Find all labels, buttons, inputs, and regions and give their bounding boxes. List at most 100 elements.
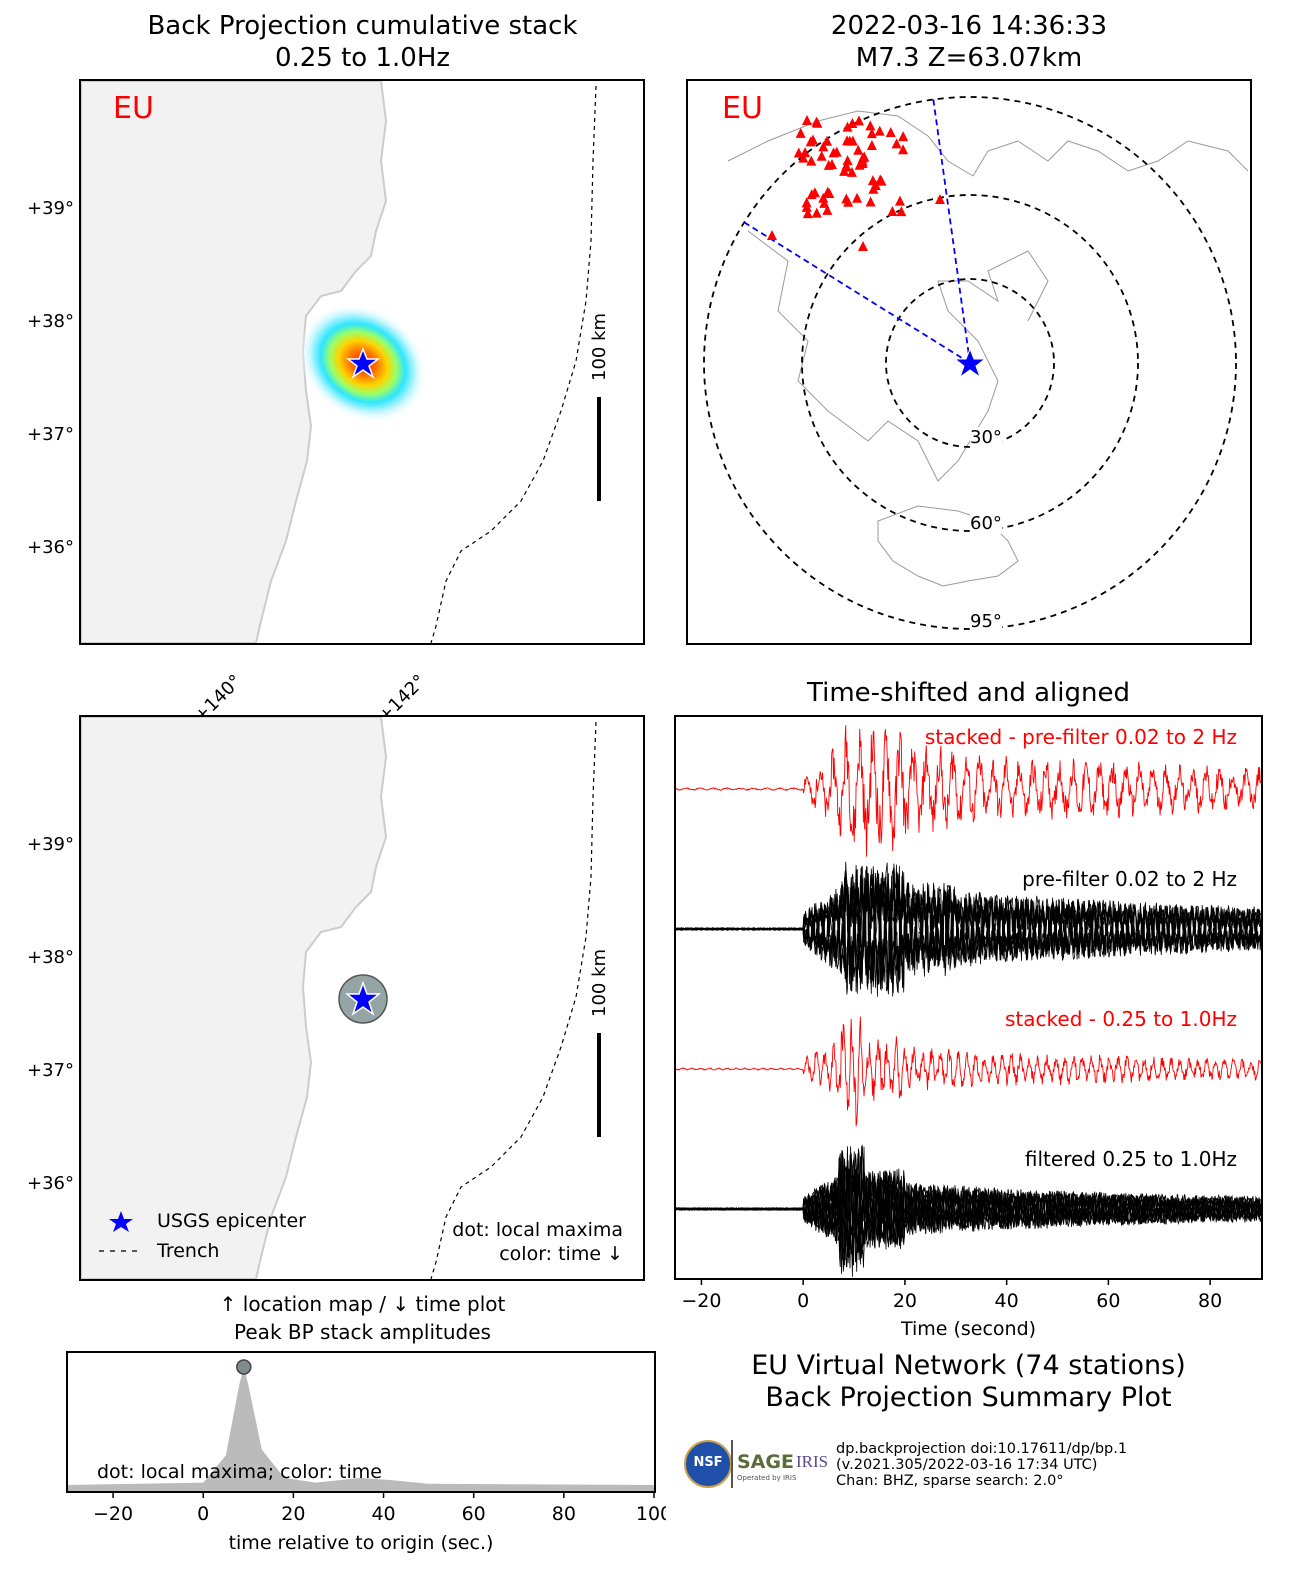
station-triangle-icon: [767, 230, 777, 240]
location-map-note-line1: dot: local maxima: [452, 1219, 623, 1241]
x-tick-label: 100: [636, 1503, 666, 1525]
station-triangle-icon: [811, 207, 822, 218]
nsf-logo: NSF: [684, 1440, 732, 1488]
peak-local-maxima-dot: [236, 1359, 252, 1375]
location-map-panel: 100 km USGS epicenter Trench dot: local …: [79, 715, 645, 1281]
traces-title: Time-shifted and aligned: [807, 678, 1130, 708]
station-triangle-icon: [842, 155, 853, 166]
station-triangle-icon: [798, 152, 809, 163]
legend-star-icon: [109, 1211, 133, 1232]
peak-plot-panel: dot: local maxima; color: time: [66, 1351, 656, 1493]
station-triangle-icon: [828, 147, 839, 158]
peak-plot-xlabel: time relative to origin (sec.): [228, 1532, 494, 1554]
station-triangle-icon: [816, 150, 827, 161]
station-triangle-icon: [866, 128, 877, 139]
trace-label-stacked-filtered: stacked - 0.25 to 1.0Hz: [1005, 1007, 1237, 1031]
station-triangle-icon: [822, 204, 833, 215]
epicenter-star-icon: [953, 347, 987, 379]
station-triangle-icon: [818, 192, 829, 203]
station-triangle-icon: [852, 192, 863, 203]
station-markers: [767, 115, 945, 251]
trace-stacked-filtered: [676, 1016, 1261, 1127]
station-triangle-icon: [875, 174, 886, 185]
trace-label-filtered: filtered 0.25 to 1.0Hz: [1024, 1147, 1237, 1171]
coastline-australia: [877, 505, 1019, 587]
summary-line1: EU Virtual Network (74 stations): [751, 1350, 1186, 1381]
station-triangle-icon: [819, 197, 830, 208]
ring-label-30: 30°: [970, 427, 1002, 448]
station-triangle-icon: [870, 179, 881, 190]
station-triangle-icon: [843, 196, 854, 207]
station-triangle-icon: [844, 135, 855, 146]
trench-line: [430, 721, 597, 1279]
logo-divider: [731, 1440, 733, 1488]
summary-line2: Back Projection Summary Plot: [765, 1382, 1172, 1413]
ring-60: [801, 194, 1139, 532]
ring-label-60: 60°: [970, 513, 1002, 534]
trace-label-stacked-prefilter: stacked - pre-filter 0.02 to 2 Hz: [924, 725, 1237, 749]
peak-plot-note: dot: local maxima; color: time: [97, 1461, 382, 1483]
x-tick-label: 20: [281, 1503, 305, 1525]
x-tick-label: −20: [93, 1503, 133, 1525]
coastline-asia: [747, 230, 1049, 482]
station-triangle-icon: [874, 125, 885, 136]
station-triangle-icon: [806, 189, 817, 200]
nsf-logo-text: NSF: [693, 1455, 723, 1470]
bp-lat-tick: +39°: [27, 198, 74, 219]
station-triangle-icon: [865, 196, 876, 207]
station-triangle-icon: [935, 194, 945, 204]
location-map-caption-line2: Peak BP stack amplitudes: [234, 1320, 491, 1344]
land-honshu: [81, 717, 388, 1279]
footer-line3: Chan: BHZ, sparse search: 2.0°: [836, 1473, 1064, 1489]
station-triangle-icon: [806, 155, 817, 166]
station-triangle-icon: [841, 160, 852, 171]
station-triangle-icon: [865, 120, 876, 131]
bp-map-scale-label: 100 km: [589, 312, 610, 381]
station-map-network-label: EU: [722, 91, 763, 126]
station-triangle-icon: [866, 139, 877, 150]
loc-lat-tick: +39°: [27, 834, 74, 855]
station-triangle-icon: [811, 116, 822, 127]
station-triangle-icon: [847, 117, 858, 128]
station-triangle-icon: [853, 144, 864, 155]
station-triangle-icon: [846, 166, 857, 177]
x-tick-label: 0: [197, 1503, 209, 1525]
logo-operated-by: Operated by IRIS: [737, 1474, 797, 1482]
bp-lat-tick: +37°: [27, 424, 74, 445]
station-map-panel: EU 30° 60° 95°: [686, 79, 1252, 645]
azimuth-line-west: [741, 220, 971, 364]
epicenter-star-icon: [345, 346, 381, 379]
station-map-title-line2: M7.3 Z=63.07km: [855, 43, 1083, 73]
land-honshu: [81, 81, 388, 643]
station-triangle-icon: [802, 208, 813, 219]
station-triangle-icon: [853, 115, 864, 126]
station-triangle-icon: [898, 131, 909, 142]
legend-epicenter-label: USGS epicenter: [157, 1210, 306, 1232]
x-tick-label: −20: [681, 1290, 721, 1312]
station-triangle-icon: [891, 138, 902, 149]
bp-map-network-label: EU: [113, 91, 154, 126]
station-triangle-icon: [842, 121, 853, 132]
station-triangle-icon: [898, 144, 909, 155]
azimuth-line-north: [932, 96, 971, 364]
traces-svg: [676, 725, 1261, 1277]
location-map-caption-line1: ↑ location map / ↓ time plot: [219, 1292, 506, 1316]
trace-filtered: [676, 1145, 1261, 1272]
iris-logo: IRIS: [796, 1452, 829, 1471]
trench-line: [430, 85, 597, 643]
station-triangle-icon: [822, 186, 833, 197]
x-tick-label: 80: [552, 1503, 576, 1525]
station-map-title-line1: 2022-03-16 14:36:33: [830, 11, 1108, 41]
bp-map-panel: EU 100 km: [79, 79, 645, 645]
trace-stacked-prefilter: [676, 725, 1261, 857]
footer-line2: (v.2021.305/2022-03-16 17:34 UTC): [836, 1457, 1098, 1473]
ring-30: [885, 278, 1055, 448]
peak-plot-x-axis: −20 0 20 40 60 80 100: [93, 1491, 666, 1525]
peak-plot-svg: [68, 1359, 654, 1491]
station-triangle-icon: [822, 135, 833, 146]
station-triangle-icon: [858, 241, 868, 251]
x-tick-label: 60: [1096, 1290, 1120, 1312]
station-triangle-icon: [801, 201, 812, 212]
station-triangle-icon: [887, 205, 898, 216]
loc-lat-tick: +36°: [27, 1173, 74, 1194]
